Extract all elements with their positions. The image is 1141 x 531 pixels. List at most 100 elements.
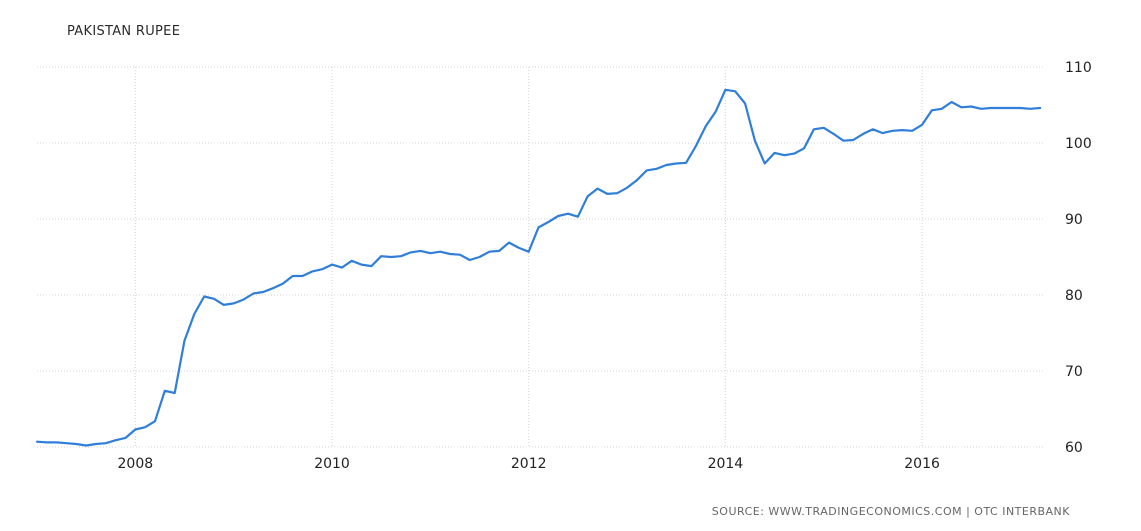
data-point [144,426,146,428]
data-point [832,133,834,135]
data-point [783,154,785,156]
data-point [744,102,746,104]
data-point [852,139,854,141]
y-tick-label: 110 [1065,60,1092,76]
data-point [596,187,598,189]
data-point [616,192,618,194]
data-point [862,133,864,135]
data-point [646,169,648,171]
data-point [242,298,244,300]
data-point [56,441,58,443]
data-point [705,125,707,127]
data-point [990,107,992,109]
data-point [518,247,520,249]
data-point [626,187,628,189]
data-point [970,105,972,107]
grid-lines [37,66,1045,448]
data-point [115,439,117,441]
data-point [921,124,923,126]
data-point [36,441,38,443]
data-point [439,251,441,253]
data-point [400,255,402,257]
data-point [793,152,795,154]
data-point [1009,107,1011,109]
data-point [164,390,166,392]
data-point [685,162,687,164]
data-point [665,164,667,166]
data-point [528,251,530,253]
data-point [429,252,431,254]
data-point [1000,107,1002,109]
data-point [124,437,126,439]
data-point [1039,107,1041,109]
data-point [282,282,284,284]
data-point [360,263,362,265]
data-point [587,195,589,197]
x-tick-label: 2014 [708,456,744,472]
data-point [636,179,638,181]
data-point [46,441,48,443]
chart-title: PAKISTAN RUPEE [67,24,180,39]
data-point [980,108,982,110]
data-point [321,268,323,270]
y-tick-label: 80 [1065,288,1083,304]
data-point [803,147,805,149]
data-point [262,291,264,293]
data-point [390,256,392,258]
data-point [301,275,303,277]
y-axis-tick-labels: 60 70 80 90 100 110 [1065,60,1092,456]
data-point [1029,108,1031,110]
data-point [410,251,412,253]
data-point [695,145,697,147]
x-tick-label: 2010 [314,456,350,472]
data-point [891,130,893,132]
data-point [193,313,195,315]
data-point [65,442,67,444]
data-point [85,444,87,446]
data-point [488,251,490,253]
data-point [655,168,657,170]
data-point [223,304,225,306]
data-point [537,226,539,228]
data-point [449,253,451,255]
data-point [95,443,97,445]
x-tick-label: 2012 [511,456,547,472]
x-tick-label: 2016 [904,456,940,472]
data-point [823,127,825,129]
data-point [341,266,343,268]
data-point [547,221,549,223]
data-point [813,128,815,130]
data-point [174,392,176,394]
series-layer [35,88,1042,447]
data-point [469,259,471,261]
data-point [292,275,294,277]
data-point [183,339,185,341]
y-tick-label: 60 [1065,440,1083,456]
y-tick-label: 70 [1065,364,1083,380]
series-line [35,88,1042,447]
data-point [960,106,962,108]
data-point [311,270,313,272]
data-point [75,443,77,445]
data-point [419,250,421,252]
data-point [950,101,952,103]
data-point [931,109,933,111]
y-tick-label: 90 [1065,212,1083,228]
data-point [941,108,943,110]
data-point [380,255,382,257]
data-point [577,216,579,218]
x-axis-tick-labels: 2008 2010 2012 2014 2016 [118,456,940,472]
data-point [714,111,716,113]
data-point [734,90,736,92]
data-point [724,89,726,91]
data-point [272,287,274,289]
data-point [134,428,136,430]
data-point [1019,107,1021,109]
x-tick-label: 2008 [118,456,154,472]
data-point [773,152,775,154]
data-point [459,254,461,256]
data-point [606,193,608,195]
data-point [911,130,913,132]
data-point [901,129,903,131]
data-point [508,241,510,243]
